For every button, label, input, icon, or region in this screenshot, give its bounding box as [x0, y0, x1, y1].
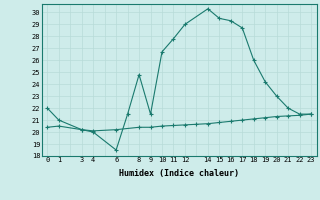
X-axis label: Humidex (Indice chaleur): Humidex (Indice chaleur): [119, 169, 239, 178]
